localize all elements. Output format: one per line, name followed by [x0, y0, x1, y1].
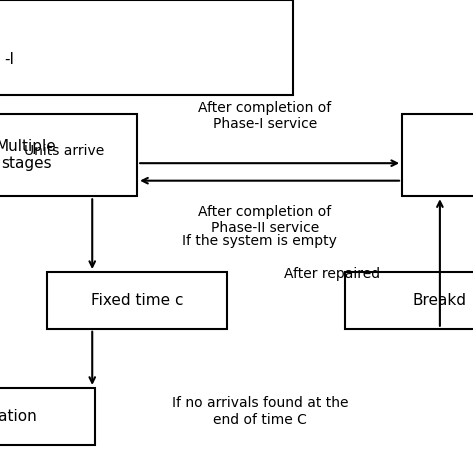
Text: Vacation: Vacation: [0, 409, 38, 424]
Text: If the system is empty: If the system is empty: [182, 234, 337, 248]
FancyBboxPatch shape: [47, 272, 227, 329]
Text: Units arrive: Units arrive: [24, 144, 104, 158]
FancyBboxPatch shape: [0, 114, 137, 196]
Text: Fixed time c: Fixed time c: [91, 293, 184, 308]
FancyBboxPatch shape: [402, 114, 473, 196]
Text: After repaired: After repaired: [284, 267, 380, 281]
Text: Breakd: Breakd: [413, 293, 467, 308]
Text: If no arrivals found at the
end of time C: If no arrivals found at the end of time …: [172, 396, 349, 427]
Text: After completion of
Phase-I service: After completion of Phase-I service: [198, 101, 332, 131]
FancyBboxPatch shape: [345, 272, 473, 329]
Text: -I: -I: [5, 52, 15, 67]
Text: Phase-
II: Phase- II: [471, 139, 473, 171]
FancyBboxPatch shape: [0, 0, 293, 95]
FancyBboxPatch shape: [0, 388, 95, 445]
Text: Multiple
stages: Multiple stages: [0, 139, 56, 171]
Text: After completion of
Phase-II service: After completion of Phase-II service: [198, 205, 332, 235]
